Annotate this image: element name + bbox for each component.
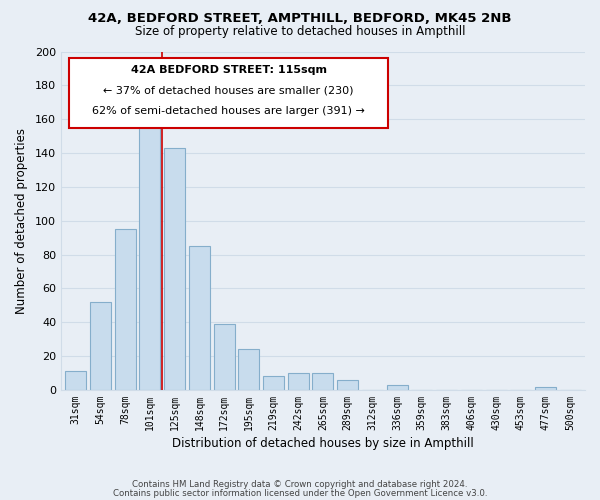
Bar xyxy=(65,372,86,390)
Bar xyxy=(313,373,334,390)
Bar xyxy=(214,324,235,390)
Text: Size of property relative to detached houses in Ampthill: Size of property relative to detached ho… xyxy=(135,25,465,38)
Text: 62% of semi-detached houses are larger (391) →: 62% of semi-detached houses are larger (… xyxy=(92,106,365,116)
Bar xyxy=(115,229,136,390)
Bar xyxy=(139,124,160,390)
Text: 42A, BEDFORD STREET, AMPTHILL, BEDFORD, MK45 2NB: 42A, BEDFORD STREET, AMPTHILL, BEDFORD, … xyxy=(88,12,512,26)
Bar xyxy=(164,148,185,390)
X-axis label: Distribution of detached houses by size in Ampthill: Distribution of detached houses by size … xyxy=(172,437,474,450)
Y-axis label: Number of detached properties: Number of detached properties xyxy=(15,128,28,314)
Bar xyxy=(238,350,259,390)
Bar xyxy=(337,380,358,390)
Bar xyxy=(90,302,111,390)
Text: Contains HM Land Registry data © Crown copyright and database right 2024.: Contains HM Land Registry data © Crown c… xyxy=(132,480,468,489)
Text: ← 37% of detached houses are smaller (230): ← 37% of detached houses are smaller (23… xyxy=(103,86,354,96)
Text: 42A BEDFORD STREET: 115sqm: 42A BEDFORD STREET: 115sqm xyxy=(131,65,326,75)
Bar xyxy=(535,386,556,390)
Bar xyxy=(386,385,407,390)
Text: Contains public sector information licensed under the Open Government Licence v3: Contains public sector information licen… xyxy=(113,489,487,498)
FancyBboxPatch shape xyxy=(69,58,388,128)
Bar xyxy=(263,376,284,390)
Bar xyxy=(189,246,210,390)
Bar xyxy=(288,373,309,390)
